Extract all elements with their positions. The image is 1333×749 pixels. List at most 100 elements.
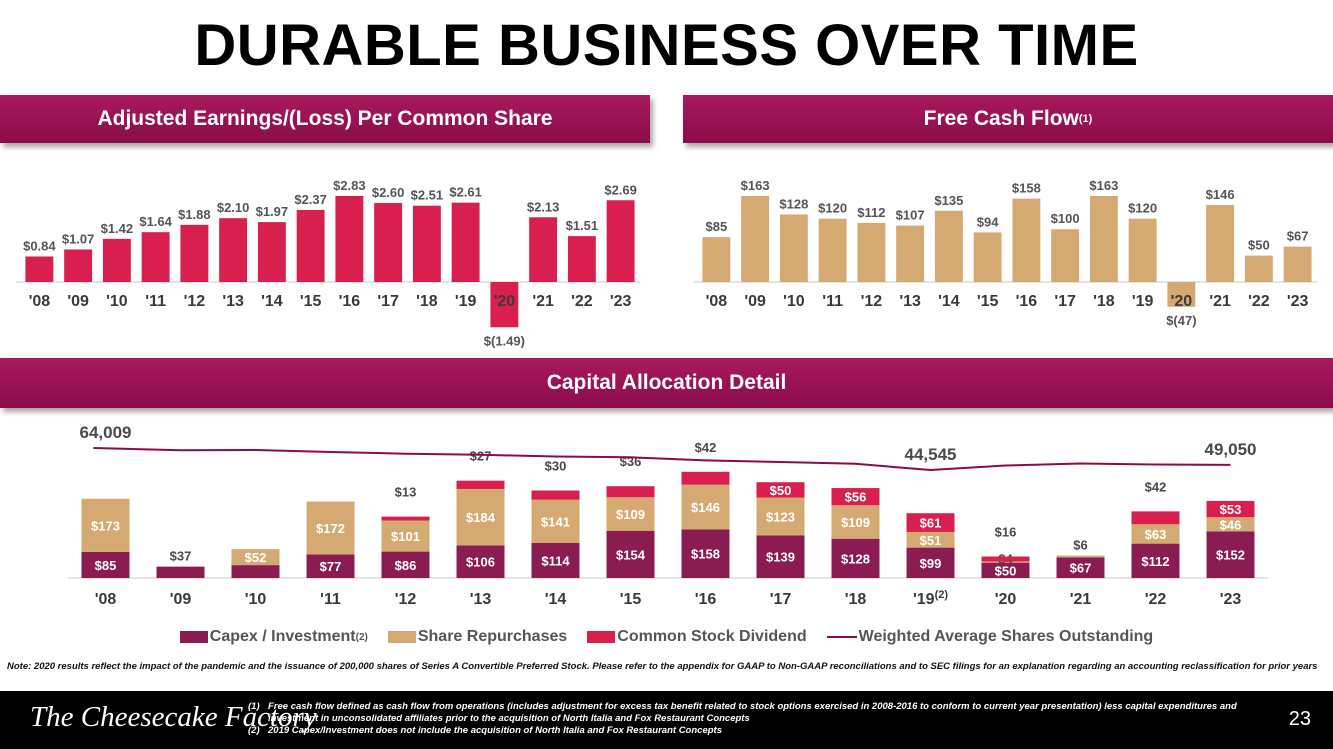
legend-label-shares: Weighted Average Shares Outstanding — [858, 628, 1154, 645]
footnote-2-text: 2019 Capex/Investment does not include t… — [268, 725, 722, 736]
data-label-4: $1.88 — [178, 207, 211, 222]
bar-12 — [1167, 282, 1196, 307]
bar-1 — [741, 196, 770, 282]
data-label-11: $2.61 — [449, 185, 482, 200]
tick-label-7: '15 — [300, 293, 322, 310]
data-label-6: $1.97 — [256, 204, 289, 219]
bar-0-6 — [531, 543, 580, 578]
bar-6 — [934, 210, 963, 282]
fcf-chart-title: Free Cash Flow — [923, 107, 1079, 130]
bar-2 — [102, 238, 131, 282]
bar-8 — [1012, 198, 1041, 282]
bar-1-6 — [531, 499, 580, 544]
bar-1-15 — [1206, 517, 1255, 532]
bar-5 — [896, 225, 925, 282]
data-label-0-15: $152 — [1216, 548, 1245, 563]
data-label-1-10: $109 — [841, 515, 870, 530]
bar-0-2 — [231, 565, 280, 578]
data-label-1-6: $141 — [541, 514, 570, 529]
bar-1-9 — [756, 497, 805, 536]
bar-1-8 — [681, 484, 730, 530]
data-label-14: $1.51 — [566, 218, 599, 233]
bar-2-5 — [456, 480, 505, 489]
bar-15 — [1283, 246, 1312, 282]
eps-chart-banner: Adjusted Earnings/(Loss) Per Common Shar… — [0, 95, 650, 143]
bar-3 — [141, 232, 170, 282]
tick-label-15: '23 — [1287, 293, 1309, 310]
tick-label-6: '14 — [545, 591, 567, 608]
tick-label-1: '09 — [744, 293, 766, 310]
data-label-1: $1.07 — [62, 231, 95, 246]
bar-0 — [702, 237, 731, 282]
bar-14 — [1244, 255, 1273, 282]
data-label-2: $1.42 — [101, 221, 134, 236]
bar-0-12 — [981, 562, 1030, 578]
bar-3 — [818, 218, 847, 282]
data-label-0: $85 — [706, 219, 728, 234]
bar-10 — [412, 205, 441, 282]
tick-label-6: '14 — [938, 293, 960, 310]
bar-0-3 — [306, 554, 355, 578]
footnote-1-mark: (1) — [248, 701, 260, 712]
tick-label-14: '22 — [1248, 293, 1270, 310]
footnote-2-mark: (2) — [248, 725, 260, 736]
line-label-0: 64,009 — [80, 423, 132, 442]
bar-0-11 — [906, 547, 955, 578]
bar-0-8 — [681, 529, 730, 578]
bar-0-9 — [756, 535, 805, 578]
bar-1 — [64, 249, 93, 282]
data-label-2-14: $42 — [1145, 479, 1167, 494]
bar-1-4 — [381, 520, 430, 552]
tick-label-8: '16 — [695, 591, 717, 608]
eps-chart-title: Adjusted Earnings/(Loss) Per Common Shar… — [97, 107, 553, 130]
data-label-0-0: $85 — [95, 558, 117, 573]
bar-10 — [1089, 196, 1118, 282]
data-label-1-14: $63 — [1145, 527, 1167, 542]
data-label-6: $135 — [934, 193, 963, 208]
data-label-8: $2.83 — [333, 178, 366, 193]
data-label-3: $1.64 — [139, 214, 172, 229]
data-label-0-10: $128 — [841, 551, 870, 566]
bar-1-3 — [306, 501, 355, 555]
tick-label-11: '19 — [455, 293, 477, 310]
bar-11 — [451, 202, 480, 282]
bar-2-4 — [381, 516, 430, 521]
bar-1-0 — [81, 498, 130, 552]
bar-0-0 — [81, 551, 130, 578]
legend-item-repurchases: Share Repurchases — [387, 628, 567, 646]
data-label-1-3: $172 — [316, 521, 345, 536]
tick-label-7: '15 — [977, 293, 999, 310]
bar-7 — [973, 232, 1002, 282]
data-label-12: $(47) — [1166, 313, 1196, 328]
data-label-0: $0.84 — [23, 238, 56, 253]
data-label-9: $100 — [1051, 211, 1080, 226]
data-label-2-8: $42 — [695, 440, 717, 455]
data-label-2-6: $30 — [545, 459, 567, 474]
tick-label-13: '21 — [1070, 591, 1092, 608]
data-label-4: $112 — [857, 205, 885, 220]
footnote-1-text: Free cash flow defined as cash flow from… — [268, 701, 1237, 724]
bar-2-7 — [606, 486, 655, 498]
chart-legend: Capex / Investment (2) Share Repurchases … — [0, 628, 1333, 646]
data-label-0-9: $139 — [766, 550, 795, 565]
data-label-2: $128 — [779, 196, 808, 211]
tick-label-1: '09 — [67, 293, 89, 310]
tick-label-0: '08 — [95, 591, 117, 608]
footnote-2: (2) 2019 Capex/Investment does not inclu… — [248, 725, 1248, 737]
bar-9 — [374, 202, 403, 282]
bar-11 — [1128, 218, 1157, 282]
bar-0-1 — [156, 566, 205, 578]
data-label-13: $146 — [1206, 187, 1235, 202]
bar-0-15 — [1206, 531, 1255, 578]
legend-item-shares: Weighted Average Shares Outstanding — [826, 628, 1154, 646]
bar-5 — [219, 218, 248, 282]
legend-label-dividend: Common Stock Dividend — [617, 628, 807, 645]
bar-2 — [779, 214, 808, 282]
tick-label-13: '21 — [532, 293, 554, 310]
data-label-1-0: $173 — [91, 518, 120, 533]
data-label-1-8: $146 — [691, 500, 720, 515]
fcf-chart-banner: Free Cash Flow (1) — [683, 95, 1333, 143]
data-label-15: $67 — [1287, 229, 1309, 244]
tick-label-13: '21 — [1209, 293, 1231, 310]
fcf-title-footnote-mark: (1) — [1078, 113, 1093, 125]
